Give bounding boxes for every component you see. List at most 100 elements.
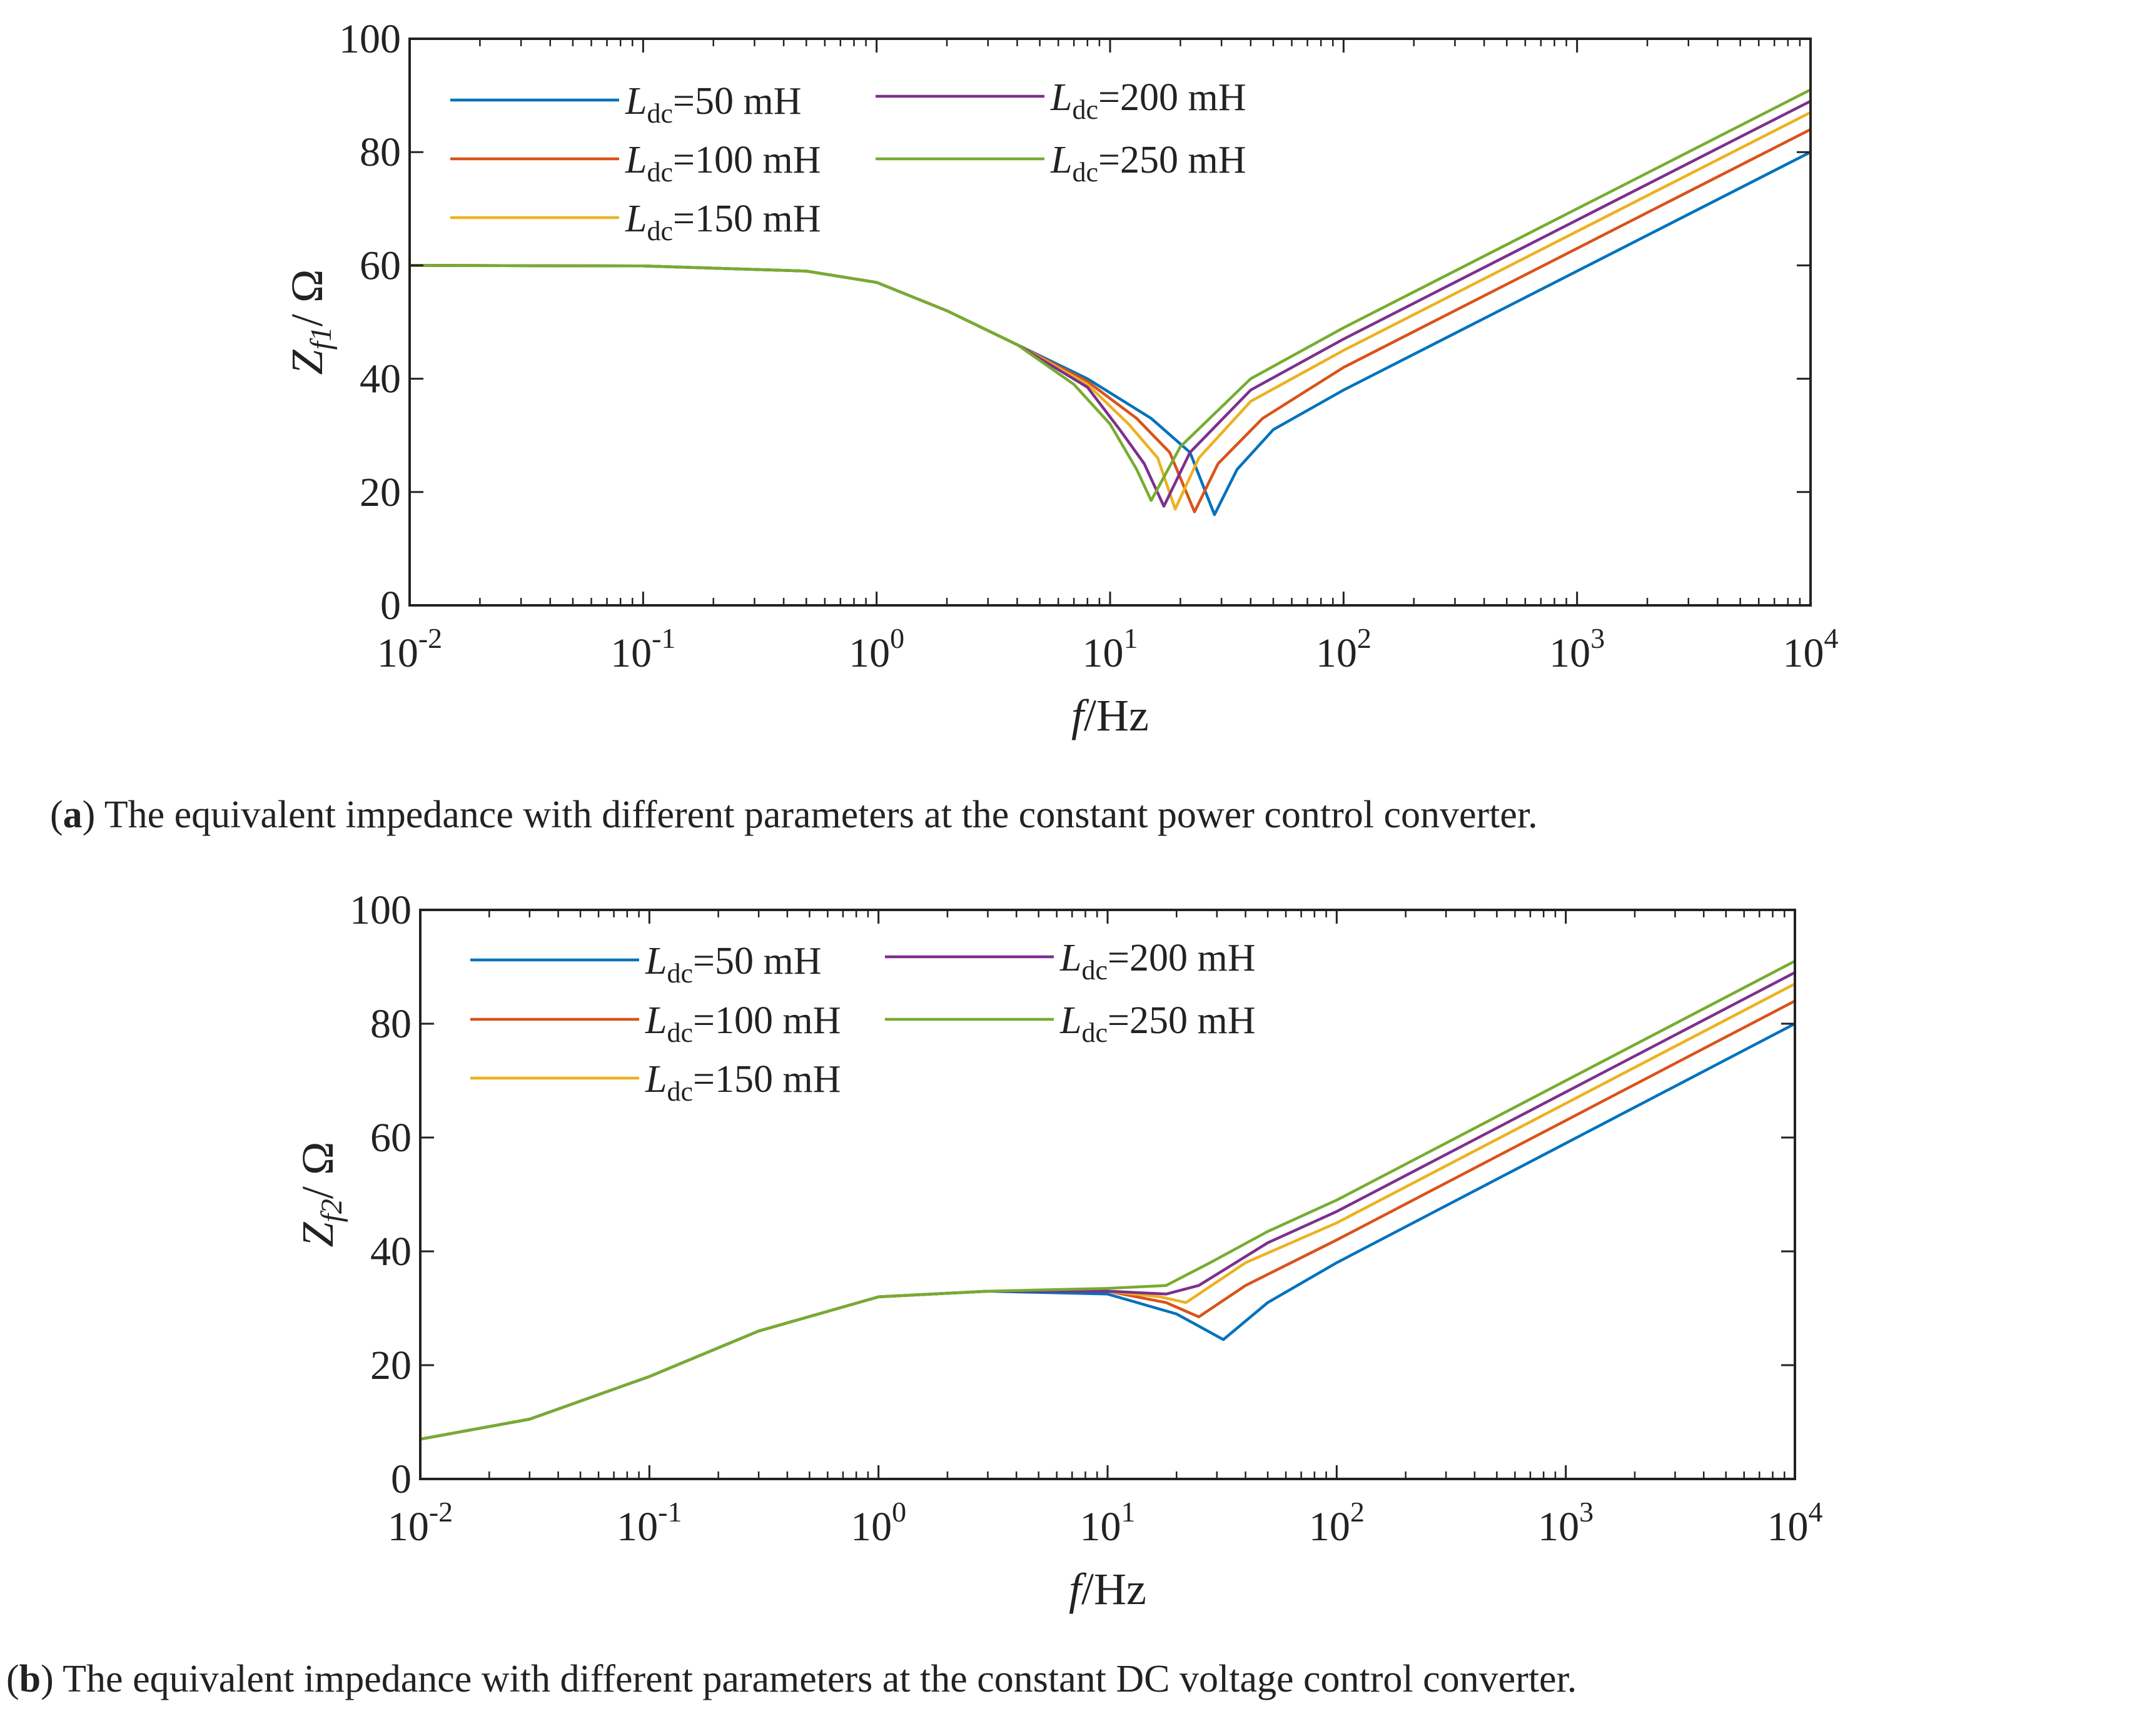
legend-symbol: L bbox=[625, 139, 647, 181]
caption-b-letter: b bbox=[19, 1658, 41, 1700]
y-axis-label-var: Z bbox=[282, 349, 332, 375]
axes-box-a bbox=[408, 38, 1812, 607]
x-axis-label-unit: /Hz bbox=[1081, 1564, 1146, 1614]
y-tick-label-b-2: 40 bbox=[370, 1229, 412, 1274]
legend-symbol: L bbox=[1050, 139, 1072, 181]
y-axis-label-sub: f2 bbox=[315, 1199, 348, 1222]
x-axis-label-unit: /Hz bbox=[1084, 690, 1149, 740]
legend-symbol-sub: dc bbox=[647, 157, 673, 188]
x-tick-label-a-3: 101 bbox=[1083, 622, 1138, 676]
legend-value: =250 mH bbox=[1108, 999, 1255, 1042]
y-tick-label-a-5: 100 bbox=[339, 16, 401, 62]
x-tick-label-b-5: 103 bbox=[1538, 1496, 1594, 1550]
x-tick-base: 10 bbox=[1309, 1504, 1350, 1550]
x-tick-exp: -1 bbox=[652, 622, 675, 654]
x-axis-label-b: f/Hz bbox=[1069, 1564, 1146, 1614]
legend-label-b-1: Ldc=50 mH bbox=[645, 940, 821, 989]
legend-label-b-5: Ldc=250 mH bbox=[1059, 999, 1255, 1048]
legend-label-a-4: Ldc=200 mH bbox=[1050, 76, 1246, 125]
y-axis-label-var: Z bbox=[293, 1221, 343, 1247]
x-tick-exp: 3 bbox=[1579, 1496, 1594, 1528]
legend-symbol-sub: dc bbox=[1081, 955, 1108, 986]
x-tick-base: 10 bbox=[1767, 1504, 1809, 1550]
x-tick-label-a-2: 100 bbox=[849, 622, 904, 676]
x-tick-exp: 4 bbox=[1824, 622, 1839, 654]
x-tick-label-a-0: 10-2 bbox=[377, 622, 442, 676]
x-tick-base: 10 bbox=[388, 1504, 429, 1550]
x-tick-base: 10 bbox=[1783, 630, 1824, 676]
legend-symbol: L bbox=[1050, 76, 1072, 119]
legend-symbol: L bbox=[645, 999, 667, 1042]
y-tick-label-a-0: 0 bbox=[380, 583, 401, 628]
x-tick-base: 10 bbox=[1549, 630, 1590, 676]
legend-symbol: L bbox=[645, 1058, 667, 1101]
legend-label-b-4: Ldc=200 mH bbox=[1059, 937, 1255, 986]
legend-value: =50 mH bbox=[693, 940, 821, 982]
x-tick-label-a-4: 102 bbox=[1316, 622, 1372, 676]
legend-value: =100 mH bbox=[693, 999, 841, 1042]
caption-a: (a) The equivalent impedance with differ… bbox=[50, 794, 1538, 836]
x-tick-label-b-2: 100 bbox=[851, 1496, 906, 1550]
legend-symbol: L bbox=[1059, 999, 1081, 1042]
legend-label-a-3: Ldc=150 mH bbox=[625, 198, 821, 246]
legend-value: =150 mH bbox=[673, 198, 821, 240]
legend-symbol-sub: dc bbox=[647, 98, 673, 129]
axes-box-b bbox=[419, 909, 1796, 1480]
legend-symbol-sub: dc bbox=[667, 1017, 693, 1048]
x-tick-exp: 1 bbox=[1124, 622, 1138, 654]
x-tick-exp: 2 bbox=[1357, 622, 1372, 654]
y-tick-label-b-3: 60 bbox=[370, 1115, 412, 1161]
legend-symbol-sub: dc bbox=[667, 958, 693, 989]
legend-symbol-sub: dc bbox=[1072, 94, 1098, 125]
x-axis-label-a: f/Hz bbox=[1071, 690, 1149, 740]
x-tick-exp: 2 bbox=[1350, 1496, 1365, 1528]
x-tick-base: 10 bbox=[849, 630, 890, 676]
series-line-b-3 bbox=[420, 982, 1796, 1441]
x-tick-exp: 0 bbox=[892, 1496, 906, 1528]
series-line-b-2 bbox=[420, 999, 1796, 1441]
x-tick-base: 10 bbox=[851, 1504, 892, 1550]
x-tick-exp: 1 bbox=[1121, 1496, 1136, 1528]
legend-label-a-2: Ldc=100 mH bbox=[625, 139, 821, 188]
y-tick-label-a-2: 40 bbox=[360, 356, 401, 402]
y-tick-label-a-4: 80 bbox=[360, 129, 401, 175]
x-tick-base: 10 bbox=[1080, 1504, 1121, 1550]
x-tick-label-a-5: 103 bbox=[1549, 622, 1605, 676]
x-tick-exp: -2 bbox=[418, 622, 442, 654]
legend-symbol-sub: dc bbox=[1072, 157, 1098, 188]
x-tick-exp: 0 bbox=[890, 622, 904, 654]
caption-a-letter: a bbox=[63, 794, 83, 836]
x-tick-label-b-1: 10-1 bbox=[617, 1496, 682, 1550]
legend-label-a-5: Ldc=250 mH bbox=[1050, 139, 1246, 188]
legend-symbol-sub: dc bbox=[667, 1076, 693, 1107]
legend-label-b-3: Ldc=150 mH bbox=[645, 1058, 841, 1107]
x-tick-base: 10 bbox=[377, 630, 418, 676]
x-tick-exp: 3 bbox=[1590, 622, 1605, 654]
legend-symbol-sub: dc bbox=[647, 216, 673, 246]
series-line-a-1 bbox=[409, 151, 1812, 517]
x-tick-base: 10 bbox=[610, 630, 652, 676]
x-tick-label-b-4: 102 bbox=[1309, 1496, 1365, 1550]
y-axis-label-a: Zf1/ Ω bbox=[282, 270, 338, 375]
legend-symbol: L bbox=[645, 940, 667, 982]
legend-value: =200 mH bbox=[1098, 76, 1246, 119]
y-axis-label-sub: f1 bbox=[305, 326, 338, 350]
legend-label-a-1: Ldc=50 mH bbox=[625, 80, 801, 129]
caption-a-text: The equivalent impedance with different … bbox=[95, 794, 1538, 836]
legend-value: =150 mH bbox=[693, 1058, 841, 1101]
x-tick-exp: -1 bbox=[658, 1496, 682, 1528]
caption-b-text: The equivalent impedance with different … bbox=[53, 1658, 1577, 1700]
x-tick-base: 10 bbox=[617, 1504, 658, 1550]
x-tick-base: 10 bbox=[1538, 1504, 1579, 1550]
series-line-a-2 bbox=[409, 128, 1812, 513]
y-tick-label-b-4: 80 bbox=[370, 1001, 412, 1047]
x-tick-label-b-0: 10-2 bbox=[388, 1496, 453, 1550]
y-tick-label-b-0: 0 bbox=[391, 1456, 412, 1502]
legend-label-b-2: Ldc=100 mH bbox=[645, 999, 841, 1048]
series-line-b-5 bbox=[420, 959, 1796, 1441]
x-tick-base: 10 bbox=[1083, 630, 1124, 676]
y-tick-label-b-1: 20 bbox=[370, 1343, 412, 1388]
